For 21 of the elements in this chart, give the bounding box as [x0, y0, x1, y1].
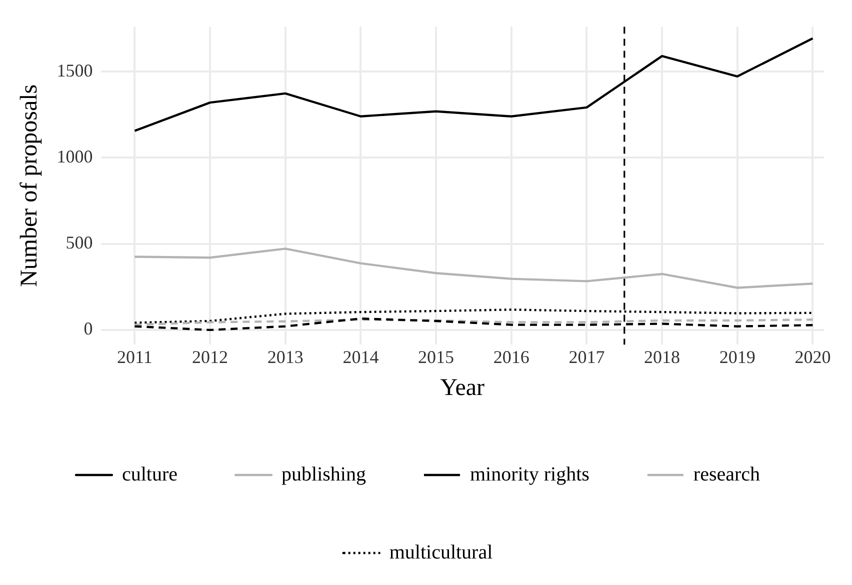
legend-label: publishing [282, 463, 366, 486]
y-tick-label: 0 [84, 318, 93, 339]
legend-label: minority rights [470, 463, 590, 486]
x-tick-label: 2017 [568, 347, 605, 368]
x-tick-label: 2018 [644, 347, 680, 368]
y-axis-title: Number of proposals [16, 84, 43, 288]
x-tick-label: 2011 [117, 347, 152, 368]
legend-label: research [693, 463, 760, 486]
x-axis-title: Year [440, 374, 485, 401]
y-tick-label: 1500 [56, 60, 93, 80]
y-tick-label: 1000 [56, 146, 93, 166]
x-tick-label: 2019 [719, 347, 756, 368]
legend-label: multicultural [389, 541, 494, 564]
y-tick-label: 500 [66, 232, 93, 253]
x-tick-label: 2015 [418, 347, 454, 368]
x-tick-label: 2013 [267, 347, 304, 368]
legend-label: culture [122, 463, 178, 486]
x-tick-label: 2014 [342, 347, 379, 368]
x-tick-label: 2016 [493, 347, 530, 368]
x-tick-label: 2020 [794, 347, 831, 368]
x-tick-label: 2012 [192, 347, 228, 368]
